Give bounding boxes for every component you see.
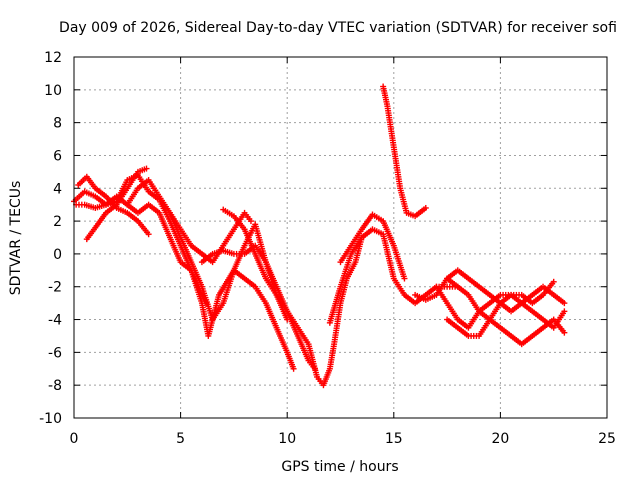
plot-frame [73, 56, 608, 419]
data-point [422, 204, 429, 211]
y-tick-label: 4 [53, 181, 62, 197]
y-tick-label: 0 [53, 247, 62, 263]
y-tick-label: 2 [53, 214, 62, 230]
data-point [247, 218, 254, 225]
chart-title: Day 009 of 2026, Sidereal Day-to-day VTE… [59, 20, 617, 36]
data-point [550, 278, 557, 285]
x-tick-label: 25 [598, 431, 616, 447]
x-axis-label: GPS time / hours [281, 459, 398, 475]
y-tick-label: 12 [44, 50, 62, 66]
y-tick-label: -8 [48, 378, 62, 394]
tick-labels: 0 5 10 15 20 25 -10 -8 -6 -4 -2 0 2 4 6 8 10 12 [39, 50, 616, 447]
y-tick-label: -6 [48, 345, 62, 361]
x-tick-label: 15 [385, 431, 403, 447]
data-point [561, 308, 568, 315]
y-tick-label: -2 [48, 280, 62, 296]
data-point [145, 231, 152, 238]
y-tick-label: -4 [48, 313, 62, 329]
data-points [71, 83, 568, 389]
data-point [290, 365, 297, 372]
y-tick-label: 6 [53, 148, 62, 164]
y-axis-label: SDTVAR / TECUs [8, 181, 24, 296]
grid-lines [74, 57, 607, 418]
x-tick-label: 5 [176, 431, 185, 447]
data-point [561, 329, 568, 336]
data-point [143, 165, 150, 172]
data-point [401, 275, 408, 282]
data-point [561, 300, 568, 307]
x-tick-label: 0 [70, 431, 79, 447]
axis-ticks [73, 56, 608, 419]
x-tick-label: 20 [491, 431, 509, 447]
y-tick-label: 8 [53, 116, 62, 132]
y-tick-label: -10 [39, 411, 62, 427]
x-tick-label: 10 [278, 431, 296, 447]
y-tick-label: 10 [44, 83, 62, 99]
